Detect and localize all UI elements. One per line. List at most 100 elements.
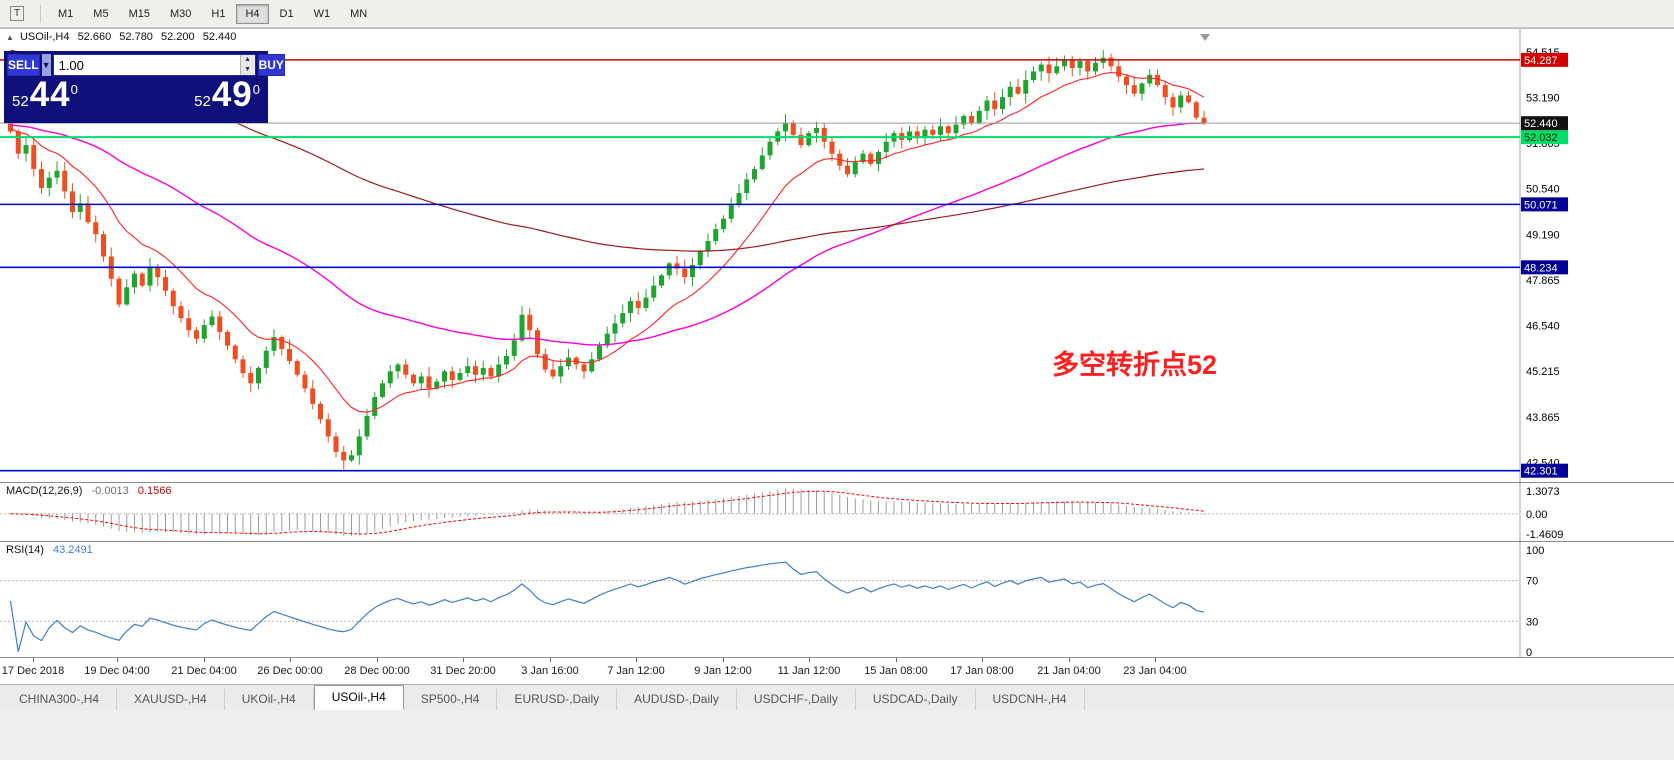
time-label: 17 Dec 2018 [1,665,65,677]
svg-text:-1.4609: -1.4609 [1526,529,1563,541]
time-label: 7 Jan 12:00 [607,665,665,677]
ohlc-low: 52.200 [161,31,195,43]
svg-text:50.540: 50.540 [1526,183,1560,195]
time-label: 31 Dec 20:00 [430,665,496,677]
horizontal-line-52.032[interactable]: 52.032 [0,130,1568,145]
main-chart-canvas[interactable]: 54.51553.19051.86550.54049.19047.86546.5… [0,29,1674,483]
chart-tab-usdcad-daily[interactable]: USDCAD-,Daily [856,689,976,710]
time-tick [1155,658,1156,662]
timeframe-m1[interactable]: M1 [58,7,74,20]
time-label: 17 Jan 08:00 [950,665,1014,677]
sell-price-pips: 44 [29,75,71,114]
chart-tab-sp500-h4[interactable]: SP500-,H4 [404,689,498,710]
buy-button[interactable]: BUY [257,54,285,76]
time-tick [290,658,291,662]
time-label: 23 Jan 04:00 [1123,665,1187,677]
rsi-scale[interactable]: 100 70 30 0 [1526,545,1544,658]
svg-text:48.234: 48.234 [1524,262,1558,274]
macd-main-value: -0.0013 [91,485,129,497]
chart-tab-china300-h4[interactable]: CHINA300-,H4 [2,689,118,710]
svg-text:52.032: 52.032 [1524,132,1558,144]
buy-price-int: 52 [194,93,211,110]
timeframe-mn[interactable]: MN [350,7,368,20]
macd-canvas[interactable]: 1.3073 0.00 -1.4609 [0,483,1674,542]
svg-text:49.190: 49.190 [1526,230,1560,242]
svg-text:42.301: 42.301 [1524,466,1558,478]
rsi-value: 43.2491 [52,544,93,556]
horizontal-line-42.301[interactable]: 42.301 [0,463,1568,478]
time-axis[interactable]: 17 Dec 2018 19 Dec 04:00 21 Dec 04:00 26 De… [0,657,1674,684]
sell-button[interactable]: SELL [7,54,40,76]
time-label: 9 Jan 12:00 [694,665,752,677]
time-label: 26 Dec 00:00 [257,665,323,677]
chart-tab-usdchf-daily[interactable]: USDCHF-,Daily [737,689,856,710]
rsi-canvas[interactable]: 100 70 30 0 [0,542,1674,658]
buy-price-pips: 49 [211,75,253,114]
svg-text:1.3073: 1.3073 [1526,486,1560,498]
time-tick [117,658,118,662]
timeframe-h1[interactable]: H1 [211,7,226,20]
timeframe-m30[interactable]: M30 [169,7,192,20]
time-tick [1069,658,1070,662]
timeframe-w1[interactable]: W1 [313,7,331,20]
macd-panel: 1.3073 0.00 -1.4609 MACD(12,26,9) -0.0013 … [0,482,1674,542]
macd-histogram [17,489,1205,536]
svg-text:30: 30 [1526,616,1538,628]
macd-signal-value: 0.1566 [137,485,172,497]
ohlc-high: 52.780 [119,31,153,43]
chart-tab-bar: CHINA300-,H4 XAUUSD-,H4 UKOil-,H4 USOil-,H4… [0,684,1674,710]
time-tick [809,658,810,662]
sell-price-pipette: 0 [70,82,78,97]
time-tick [33,658,34,662]
rsi-line [9,561,1205,652]
bottom-filler [0,710,1674,760]
time-label: 15 Jan 08:00 [864,665,928,677]
horizontal-line-48.234[interactable]: 48.234 [0,260,1568,275]
volume-spinner: ▲ ▼ [239,55,255,75]
chart-tab-usdcnh-h4[interactable]: USDCNH-,H4 [976,689,1085,710]
time-label: 28 Dec 00:00 [344,665,410,677]
time-tick [377,658,378,662]
timeframe-h4[interactable]: H4 [236,3,269,24]
time-label: 21 Jan 04:00 [1037,665,1101,677]
chart-tab-usoil-h4[interactable]: USOil-,H4 [313,685,404,710]
time-tick [982,658,983,662]
current-price-line: 52.440 [0,116,1568,131]
time-tick [463,658,464,662]
chart-tab-audusd-daily[interactable]: AUDUSD-,Daily [617,689,737,710]
svg-text:70: 70 [1526,576,1538,588]
volume-input[interactable] [53,55,240,75]
chart-tab-ukoil-h4[interactable]: UKOil-,H4 [225,689,314,710]
timeframe-d1[interactable]: D1 [279,7,294,20]
chart-tab-xauusd-h4[interactable]: XAUUSD-,H4 [117,689,225,710]
time-tick [550,658,551,662]
symbol-timeframe-label: USOil-,H4 [19,31,70,43]
svg-text:0.00: 0.00 [1526,509,1547,521]
time-label: 3 Jan 16:00 [521,665,579,677]
chart-annotation-text[interactable]: 多空转折点52 [1052,350,1218,380]
volume-box: ▲ ▼ [52,54,256,76]
ohlc-close: 52.440 [202,31,237,43]
macd-header: MACD(12,26,9) -0.0013 0.1566 [6,485,172,497]
macd-title: MACD(12,26,9) [6,485,83,497]
ma-55-line[interactable] [10,122,1205,346]
buy-price: 52 49 0 [194,77,260,113]
volume-preset-dropdown[interactable]: ▼ [41,54,51,76]
horizontal-line-50.071[interactable]: 50.071 [0,197,1568,212]
macd-scale[interactable]: 1.3073 0.00 -1.4609 [1526,486,1563,541]
volume-increase-button[interactable]: ▲ [240,55,255,65]
price-scale[interactable]: 54.51553.19051.86550.54049.19047.86546.5… [1526,47,1560,469]
time-tick [636,658,637,662]
caret-down-icon: ▼ [41,60,51,70]
ma-13-line[interactable] [10,72,1205,413]
chart-shift-marker-icon[interactable] [1200,34,1210,41]
timeframe-m15[interactable]: M15 [128,7,150,20]
timeframe-m5[interactable]: M5 [93,7,109,20]
rsi-panel: 100 70 30 0 RSI(14) 43.2491 [0,541,1674,658]
volume-decrease-button[interactable]: ▼ [240,65,255,75]
chart-tab-eurusd-daily[interactable]: EURUSD-,Daily [497,689,618,710]
text-tool-button[interactable]: T [4,3,30,25]
